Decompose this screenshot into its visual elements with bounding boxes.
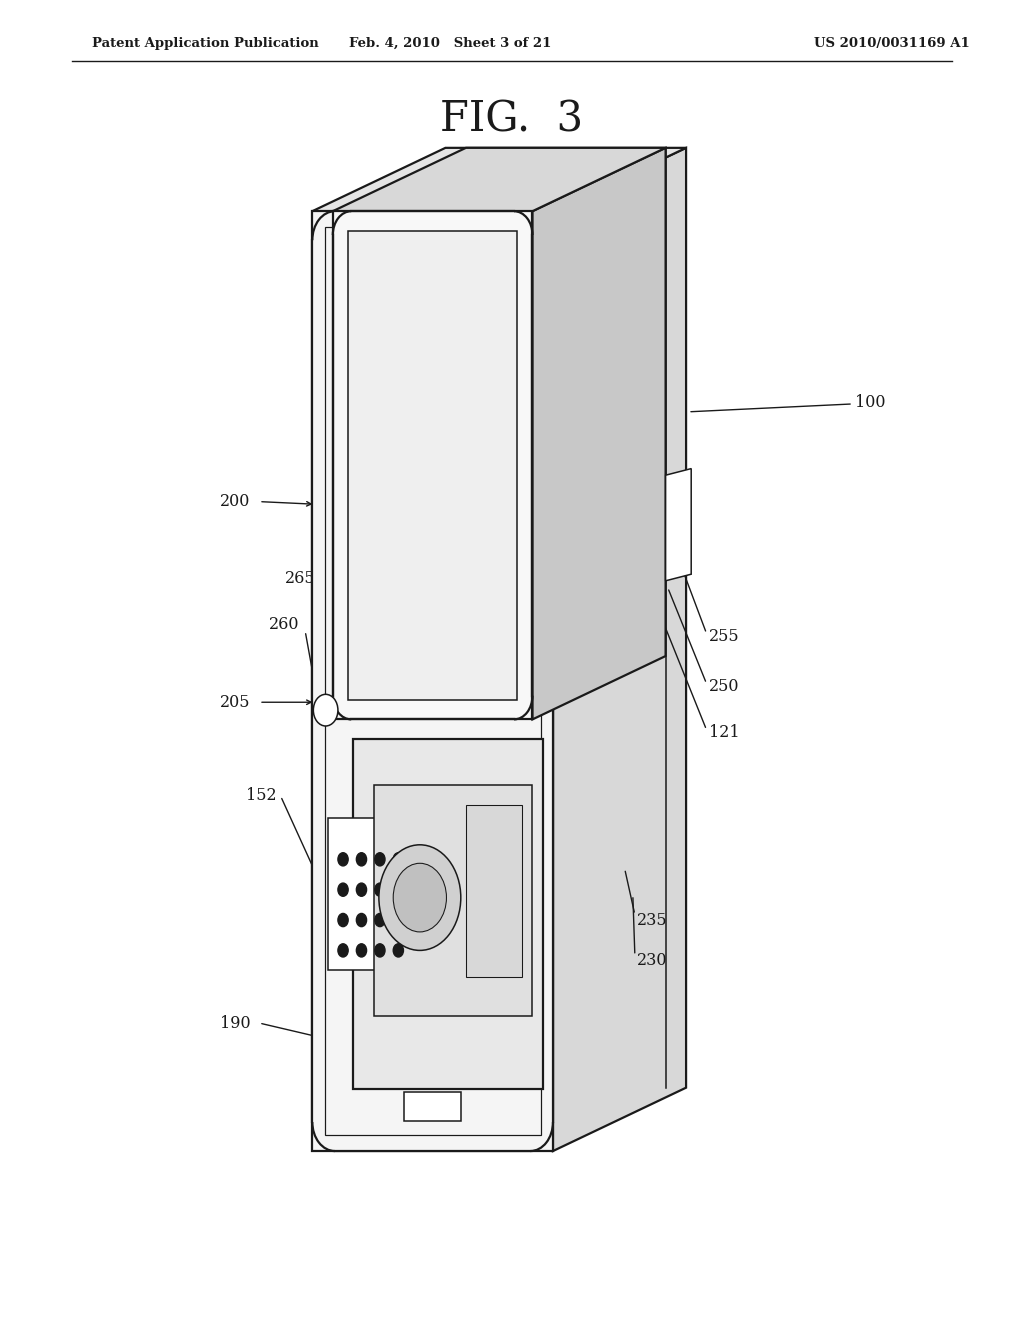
- Text: 121: 121: [709, 725, 739, 741]
- Polygon shape: [312, 211, 553, 1151]
- Text: 200: 200: [220, 494, 251, 510]
- Text: US 2010/0031169 A1: US 2010/0031169 A1: [814, 37, 970, 50]
- Circle shape: [338, 944, 348, 957]
- Polygon shape: [328, 818, 415, 970]
- Text: 225: 225: [412, 308, 442, 323]
- Polygon shape: [333, 148, 666, 211]
- Circle shape: [356, 883, 367, 896]
- Text: 152: 152: [246, 788, 276, 804]
- Polygon shape: [348, 231, 517, 700]
- Circle shape: [393, 853, 403, 866]
- Circle shape: [338, 883, 348, 896]
- Polygon shape: [666, 469, 691, 581]
- Circle shape: [393, 863, 446, 932]
- Text: 255: 255: [709, 628, 739, 644]
- Polygon shape: [353, 739, 543, 1089]
- Text: 265: 265: [285, 570, 315, 586]
- Polygon shape: [466, 805, 522, 977]
- Circle shape: [393, 883, 403, 896]
- Circle shape: [393, 944, 403, 957]
- Text: Feb. 4, 2010   Sheet 3 of 21: Feb. 4, 2010 Sheet 3 of 21: [349, 37, 552, 50]
- Polygon shape: [374, 785, 532, 1016]
- Circle shape: [375, 883, 385, 896]
- Polygon shape: [333, 211, 532, 719]
- Text: 250: 250: [709, 678, 739, 694]
- Circle shape: [338, 913, 348, 927]
- Text: 230: 230: [637, 953, 668, 969]
- Circle shape: [375, 913, 385, 927]
- Circle shape: [375, 853, 385, 866]
- Polygon shape: [532, 148, 666, 719]
- Circle shape: [313, 694, 338, 726]
- Circle shape: [356, 853, 367, 866]
- Circle shape: [356, 944, 367, 957]
- Circle shape: [379, 845, 461, 950]
- Circle shape: [375, 944, 385, 957]
- Text: 190: 190: [220, 1015, 251, 1031]
- Circle shape: [338, 853, 348, 866]
- Circle shape: [393, 913, 403, 927]
- Circle shape: [356, 913, 367, 927]
- Polygon shape: [312, 148, 686, 211]
- Polygon shape: [404, 1093, 461, 1122]
- Text: 260: 260: [269, 616, 300, 632]
- Text: 100: 100: [855, 395, 886, 411]
- Text: 205: 205: [220, 694, 251, 710]
- Text: FIG.  3: FIG. 3: [440, 99, 584, 141]
- Text: 235: 235: [637, 912, 668, 928]
- Polygon shape: [553, 148, 686, 1151]
- Text: Patent Application Publication: Patent Application Publication: [92, 37, 318, 50]
- Text: 220: 220: [425, 280, 456, 296]
